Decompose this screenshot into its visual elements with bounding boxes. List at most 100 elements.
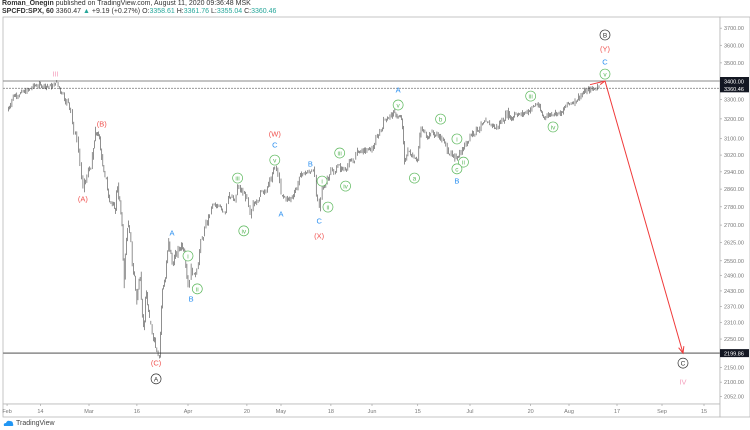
wave-label: B	[603, 32, 607, 39]
wave-label: III	[52, 70, 58, 79]
logo-text: TradingView	[16, 420, 55, 427]
close-label: C:	[244, 8, 252, 15]
wave-label: B	[308, 160, 313, 169]
x-tick-label: 15	[701, 409, 707, 415]
author-name[interactable]: Roman_Onegin	[2, 0, 54, 7]
y-tick-label: 2250.00	[724, 337, 744, 343]
y-tick-label: 2625.00	[724, 241, 744, 247]
published-text: published on TradingView.com, August 11,…	[55, 0, 251, 7]
x-tick-label: 15	[415, 409, 421, 415]
wave-label-circle	[316, 175, 328, 187]
y-tick-label: 3600.00	[724, 43, 744, 49]
wave-label-circle	[322, 201, 334, 213]
price-line-label: 3360.46	[724, 87, 744, 93]
wave-label: B	[454, 177, 459, 186]
y-tick-label: 3500.00	[724, 61, 744, 67]
wave-label: IV	[679, 378, 686, 387]
wave-label: (Y)	[600, 45, 611, 54]
low-label: L:	[211, 8, 217, 15]
y-tick-label: 3300.00	[724, 98, 744, 104]
wave-label: C	[316, 216, 322, 225]
x-tick-label: Aug	[564, 409, 574, 415]
y-tick-label: 2550.00	[724, 259, 744, 265]
wave-label: (C)	[151, 359, 162, 368]
wave-label-circle	[451, 163, 463, 175]
price-label-box	[720, 77, 749, 85]
wave-label: (B)	[97, 119, 108, 128]
wave-label: iii	[235, 176, 239, 183]
wave-label: C	[602, 57, 608, 66]
wave-label: (W)	[269, 129, 282, 138]
y-tick-label: 2700.00	[724, 223, 744, 229]
wave-label-circle	[238, 225, 250, 237]
wave-label: ii	[196, 286, 199, 293]
tradingview-logo[interactable]: TradingView	[3, 420, 55, 427]
y-tick-label: 2150.00	[724, 365, 744, 371]
y-tick-label: 2490.00	[724, 274, 744, 280]
open-label: O:	[142, 8, 150, 15]
wave-label-circle	[150, 373, 162, 385]
price-line-label: 2199.86	[724, 352, 744, 358]
y-tick-label: 2940.00	[724, 170, 744, 176]
y-tick-label: 3700.00	[724, 26, 744, 32]
close-value: 3360.46	[251, 8, 277, 15]
wave-label-circle	[451, 133, 463, 145]
wave-label: v	[273, 158, 277, 165]
x-tick-label: Mar	[84, 409, 94, 415]
wave-label: a	[413, 176, 417, 183]
wave-label: iv	[551, 124, 556, 131]
wave-label-circle	[435, 113, 446, 125]
x-tick-label: Jun	[368, 409, 377, 415]
wave-label: C	[681, 361, 686, 368]
open-value: 3358.61	[149, 8, 175, 15]
wave-label: ii	[462, 160, 465, 167]
wave-label: v	[603, 72, 607, 79]
wave-label: (A)	[78, 195, 89, 204]
wave-label-circle	[269, 154, 281, 166]
wave-label-circle	[458, 156, 469, 168]
wave-label: i	[187, 253, 188, 260]
x-tick-label: Apr	[184, 409, 193, 415]
x-tick-label: Sep	[657, 409, 667, 415]
wave-label-circle	[182, 250, 194, 262]
x-tick-label: 16	[134, 409, 140, 415]
wave-label: A	[278, 210, 283, 219]
wave-label: i	[456, 136, 457, 143]
wave-label-circle	[677, 357, 689, 369]
wave-label-circle	[409, 172, 420, 184]
price-change: +9.19 (+0.27%)	[91, 8, 141, 15]
plot-area[interactable]	[2, 16, 721, 405]
wave-label: iv	[241, 228, 246, 235]
wave-label: c	[455, 166, 459, 173]
wave-label: v	[397, 102, 401, 109]
wave-label: A	[396, 86, 401, 95]
wave-label: ii	[327, 205, 330, 212]
price-label-box	[720, 84, 749, 93]
wave-label-circle	[191, 283, 203, 295]
x-tick-label: 17	[614, 409, 620, 415]
wave-label: A	[170, 228, 175, 237]
y-tick-label: 3020.00	[724, 153, 744, 159]
publish-info: Roman_Onegin published on TradingView.co…	[2, 0, 251, 7]
time-axis[interactable]	[2, 403, 721, 418]
y-tick-label: 2430.00	[724, 289, 744, 295]
x-tick-label: 20	[244, 409, 250, 415]
price-line-label: 3400.00	[724, 80, 744, 86]
wave-label-circle	[392, 99, 404, 111]
wave-label: (X)	[314, 232, 325, 241]
wave-label: iv	[343, 184, 348, 191]
last-price: 3360.47	[55, 8, 82, 15]
wave-label: b	[439, 117, 443, 124]
wave-label-circle	[525, 90, 537, 102]
wave-label-circle	[334, 147, 346, 159]
y-tick-label: 2052.00	[724, 395, 744, 401]
x-tick-label: 18	[328, 409, 334, 415]
price-label-box	[720, 349, 749, 358]
wave-label: C	[272, 141, 278, 150]
y-tick-label: 3200.00	[724, 117, 744, 123]
x-tick-label: 14	[37, 409, 43, 415]
y-tick-label: 2780.00	[724, 205, 744, 211]
wave-label: A	[154, 376, 159, 383]
wave-label: B	[189, 294, 194, 303]
